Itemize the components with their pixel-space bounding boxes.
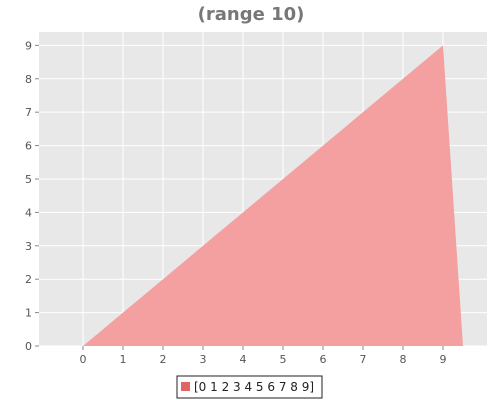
x-tick-label: 9 bbox=[440, 353, 447, 366]
y-tick-label: 7 bbox=[25, 106, 32, 119]
y-tick-label: 4 bbox=[25, 206, 32, 219]
y-tick-label: 8 bbox=[25, 73, 32, 86]
x-tick-label: 2 bbox=[160, 353, 167, 366]
series-areas bbox=[83, 45, 463, 347]
x-tick-label: 5 bbox=[280, 353, 287, 366]
y-tick-label: 0 bbox=[25, 340, 32, 353]
x-tick-label: 4 bbox=[240, 353, 247, 366]
x-tick-label: 1 bbox=[120, 353, 127, 366]
x-tick-label: 6 bbox=[320, 353, 327, 366]
series-area bbox=[83, 45, 463, 347]
y-tick-label: 1 bbox=[25, 307, 32, 320]
y-tick-label: 9 bbox=[25, 39, 32, 52]
chart-title: (range 10) bbox=[198, 4, 305, 25]
legend: [0 1 2 3 4 5 6 7 8 9] bbox=[176, 375, 323, 399]
x-tick-label: 0 bbox=[80, 353, 87, 366]
x-tick-label: 8 bbox=[400, 353, 407, 366]
axes: 0 1 2 3 4 5 6 7 8 9 0 1 2 3 4 5 6 7 8 9 bbox=[25, 39, 447, 366]
y-tick-label: 5 bbox=[25, 173, 32, 186]
legend-swatch bbox=[181, 382, 190, 391]
y-tick-label: 3 bbox=[25, 240, 32, 253]
x-tick-label: 7 bbox=[360, 353, 367, 366]
y-tick-label: 2 bbox=[25, 273, 32, 286]
legend-box bbox=[176, 375, 323, 399]
x-tick-label: 3 bbox=[200, 353, 207, 366]
y-tick-label: 6 bbox=[25, 140, 32, 153]
legend-label: [0 1 2 3 4 5 6 7 8 9] bbox=[194, 380, 314, 394]
